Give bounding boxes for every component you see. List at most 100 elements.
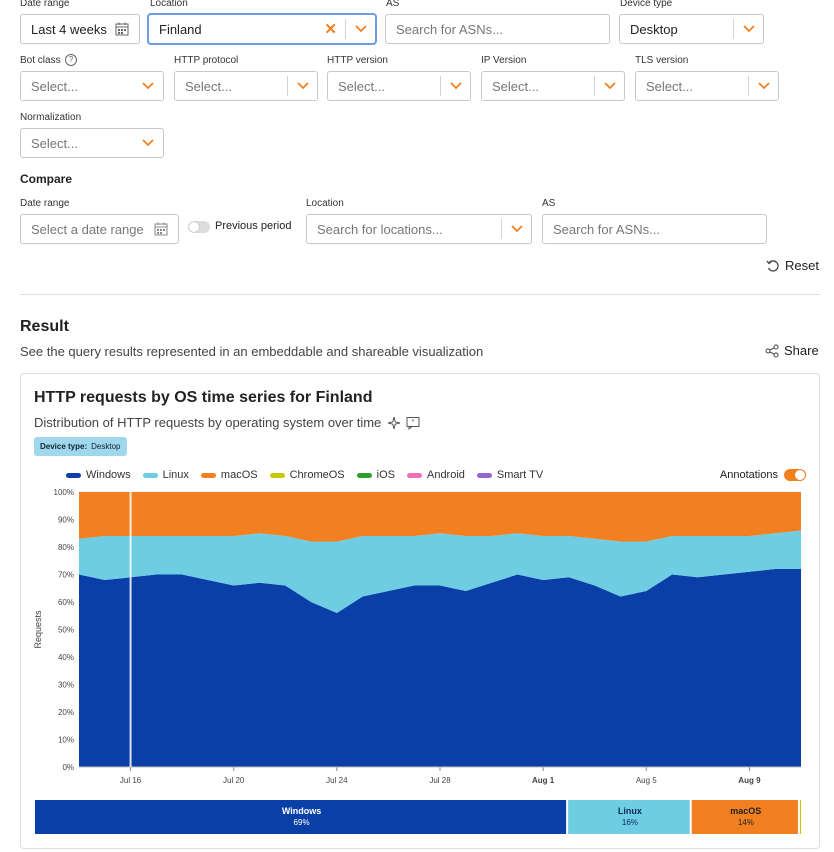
legend-item-linux[interactable]: Linux (142, 469, 189, 481)
chart-subtitle-row: Distribution of HTTP requests by operati… (34, 415, 420, 430)
tls-version-select[interactable]: Select... (635, 71, 779, 101)
compare-title: Compare (20, 172, 73, 186)
chevron-down-icon[interactable] (133, 133, 163, 153)
share-label-pct: 69% (294, 818, 310, 827)
ip-version-label: IP Version (481, 55, 527, 66)
http-protocol-select[interactable]: Select... (174, 71, 318, 101)
bot-class-select[interactable]: Select... (20, 71, 164, 101)
comment-icon[interactable]: " (406, 416, 420, 430)
legend-label: Linux (162, 469, 189, 481)
compare-as-input[interactable]: Search for ASNs... (542, 214, 767, 244)
normalization-select[interactable]: Select... (20, 128, 164, 158)
compare-as-placeholder: Search for ASNs... (553, 221, 660, 237)
chevron-down-icon[interactable] (287, 76, 317, 96)
y-tick-label: 60% (58, 598, 74, 607)
legend-label: Smart TV (496, 469, 544, 481)
legend-swatch (142, 472, 158, 478)
share-label-name: Windows (282, 806, 321, 816)
x-tick-label: Aug 5 (636, 776, 657, 785)
device-type-tag: Device type: Desktop (34, 437, 127, 456)
tls-version-label: TLS version (635, 55, 689, 66)
chart-card: HTTP requests by OS time series for Finl… (20, 373, 820, 849)
chart-subtitle: Distribution of HTTP requests by operati… (34, 415, 382, 430)
legend-item-windows[interactable]: Windows (66, 469, 131, 481)
reset-icon (766, 259, 779, 272)
device-type-select[interactable]: Desktop (619, 14, 764, 44)
share-segment-linux (568, 800, 690, 834)
legend-label: ChromeOS (289, 469, 345, 481)
x-tick-label: Jul 20 (223, 776, 245, 785)
series-area-macos (79, 492, 801, 542)
x-tick-label: Jul 16 (120, 776, 142, 785)
location-field[interactable]: Finland ✕ (148, 14, 376, 44)
chevron-down-icon[interactable] (594, 76, 624, 96)
normalization-placeholder: Select... (31, 135, 78, 151)
calendar-icon (154, 222, 168, 236)
legend-label: macOS (220, 469, 258, 481)
legend-label: Android (426, 469, 465, 481)
http-version-select[interactable]: Select... (327, 71, 471, 101)
compare-date-range-field[interactable]: Select a date range (20, 214, 179, 244)
ip-version-placeholder: Select... (492, 78, 539, 94)
y-tick-label: 90% (58, 516, 74, 525)
series-area-linux (79, 530, 801, 613)
normalization-label: Normalization (20, 112, 82, 123)
y-tick-label: 100% (54, 488, 74, 497)
legend-swatch (476, 472, 492, 478)
annotations-toggle-row: Annotations (720, 469, 806, 481)
http-version-label: HTTP version (327, 55, 388, 66)
compare-date-range-placeholder: Select a date range (31, 221, 144, 237)
chart-title: HTTP requests by OS time series for Finl… (34, 389, 373, 406)
chevron-down-icon[interactable] (440, 76, 470, 96)
legend-item-ios[interactable]: iOS (356, 469, 395, 481)
ip-version-select[interactable]: Select... (481, 71, 625, 101)
location-value: Finland (159, 21, 202, 37)
bot-class-placeholder: Select... (31, 78, 78, 94)
compare-as-label: AS (542, 198, 556, 209)
legend-item-macos[interactable]: macOS (200, 469, 258, 481)
legend-item-android[interactable]: Android (406, 469, 465, 481)
y-tick-label: 20% (58, 708, 74, 717)
chevron-down-icon[interactable] (133, 76, 163, 96)
sparkle-icon[interactable] (387, 416, 401, 430)
legend-swatch (356, 472, 372, 478)
tls-version-placeholder: Select... (646, 78, 693, 94)
share-label-name: Linux (618, 806, 642, 816)
legend-item-smart-tv[interactable]: Smart TV (476, 469, 544, 481)
chevron-down-icon[interactable] (733, 19, 763, 39)
chart-legend: Windows Linux macOS ChromeOS iOS Android Smart… (66, 469, 555, 481)
x-tick-label: Aug 9 (738, 776, 761, 785)
compare-location-input[interactable]: Search for locations... (306, 214, 532, 244)
share-segment-macos (691, 800, 798, 834)
y-tick-label: 10% (58, 736, 74, 745)
compare-location-label: Location (306, 198, 344, 209)
share-segment-chromeos (799, 800, 801, 834)
as-search-input[interactable]: Search for ASNs... (385, 14, 610, 44)
date-range-value: Last 4 weeks (31, 21, 107, 37)
tag-value: Desktop (91, 442, 121, 451)
share-label: Share (784, 343, 819, 358)
legend-item-chromeos[interactable]: ChromeOS (269, 469, 345, 481)
http-protocol-label: HTTP protocol (174, 55, 239, 66)
date-range-label: Date range (20, 0, 70, 9)
date-range-field[interactable]: Last 4 weeks (20, 14, 140, 44)
previous-period-toggle[interactable] (188, 221, 210, 233)
device-type-label: Device type (620, 0, 673, 9)
y-tick-label: 40% (58, 653, 74, 662)
divider (20, 294, 820, 295)
annotations-toggle[interactable] (784, 469, 806, 481)
share-summary-bar: Windows 69% Linux 16% macOS 14% (35, 800, 801, 834)
calendar-icon (115, 22, 129, 36)
clear-icon[interactable]: ✕ (324, 21, 337, 38)
chevron-down-icon[interactable] (501, 219, 531, 239)
compare-date-range-label: Date range (20, 198, 70, 209)
chevron-down-icon[interactable] (748, 76, 778, 96)
series-area-windows (79, 569, 801, 767)
help-icon[interactable]: ? (65, 54, 77, 66)
result-description: See the query results represented in an … (20, 344, 484, 359)
share-button[interactable]: Share (765, 343, 819, 358)
reset-button[interactable]: Reset (766, 258, 819, 273)
y-tick-label: 50% (58, 626, 74, 635)
chevron-down-icon[interactable] (345, 19, 375, 39)
y-tick-label: 0% (62, 763, 74, 772)
